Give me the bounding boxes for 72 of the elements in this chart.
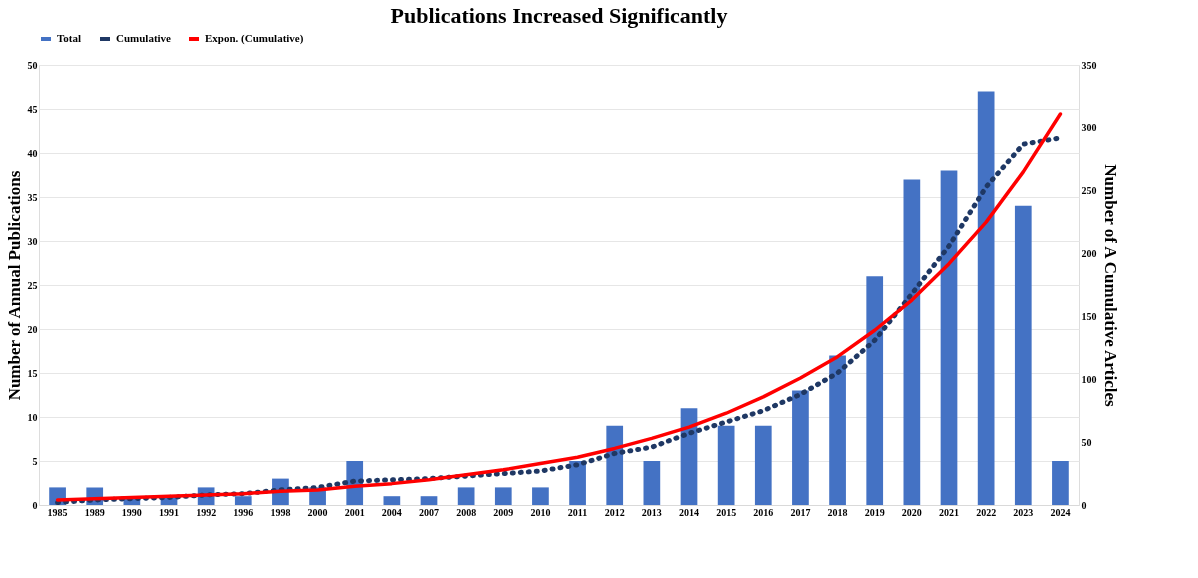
y2-tick-label: 350 (1081, 59, 1097, 71)
y-axis-title: Number of Annual Publications (4, 170, 24, 401)
x-tick-label: 1996 (233, 506, 254, 518)
y2-axis-title: Number of A Cumulative Articles (1100, 164, 1120, 408)
bar (829, 355, 846, 505)
bar (532, 487, 549, 505)
bar (940, 170, 958, 505)
y-tick-label: 30 (27, 235, 38, 247)
bar (383, 496, 401, 505)
x-tick-label: 1992 (196, 506, 217, 518)
y-tick-label: 20 (27, 323, 38, 335)
bar (457, 487, 475, 505)
y2-tick-label: 100 (1081, 373, 1097, 385)
legend-label: Expon. (Cumulative) (205, 32, 304, 45)
y-tick-label: 35 (27, 191, 38, 203)
y-tick-label: 45 (27, 103, 38, 115)
x-tick-label: 2000 (307, 506, 328, 518)
x-tick-label: 2009 (493, 506, 514, 518)
x-tick-label: 1998 (270, 506, 291, 518)
x-tick-label: 2017 (790, 506, 811, 518)
y-tick-label: 50 (27, 59, 38, 71)
y2-tick-label: 0 (1081, 499, 1087, 511)
bar (792, 390, 809, 505)
bar (494, 487, 512, 505)
x-tick-label: 2008 (456, 506, 477, 518)
bar (234, 496, 252, 505)
chart-title: Publications Increased Significantly (390, 3, 728, 28)
x-tick-label: 2021 (939, 506, 959, 518)
x-tick-label: 1989 (84, 506, 105, 518)
bar (1014, 205, 1032, 505)
y-tick-label: 10 (27, 411, 38, 423)
x-tick-label: 2022 (976, 506, 997, 518)
legend-label: Total (57, 32, 82, 44)
y2-tick-label: 200 (1081, 248, 1097, 260)
x-tick-label: 2004 (381, 506, 402, 518)
x-tick-label: 2018 (827, 506, 848, 518)
y2-tick-label: 300 (1081, 122, 1097, 134)
x-tick-label: 2023 (1013, 506, 1034, 518)
x-tick-label: 2020 (901, 506, 922, 518)
bar (977, 91, 995, 505)
bar (606, 425, 624, 505)
x-tick-label: 1985 (47, 506, 68, 518)
x-tick-label: 2001 (344, 506, 365, 518)
x-tick-label: 2013 (641, 506, 662, 518)
bar (420, 496, 438, 505)
bar (754, 425, 772, 505)
y-tick-label: 25 (27, 279, 38, 291)
bar (1052, 461, 1069, 505)
x-tick-label: 2010 (530, 506, 551, 518)
y2-tick-label: 150 (1081, 310, 1097, 322)
y2-tick-label: 50 (1081, 436, 1092, 448)
x-tick-label: 2016 (753, 506, 774, 518)
x-tick-label: 2012 (604, 506, 625, 518)
bar (903, 179, 921, 505)
x-tick-label: 1990 (121, 506, 142, 518)
y-tick-label: 15 (27, 367, 38, 379)
x-tick-label: 2007 (419, 506, 439, 518)
y-tick-label: 40 (27, 147, 38, 159)
legend-label: Cumulative (116, 32, 172, 44)
bar (866, 276, 884, 505)
x-tick-label: 2014 (679, 506, 699, 518)
x-tick-label: 2024 (1050, 506, 1071, 518)
bar (643, 461, 661, 505)
x-tick-label: 2015 (716, 506, 737, 518)
x-tick-label: 1991 (159, 506, 179, 518)
bar (717, 425, 735, 505)
y2-tick-label: 250 (1081, 185, 1097, 197)
y-tick-label: 0 (32, 499, 38, 511)
x-tick-label: 2011 (567, 506, 588, 518)
bar (569, 461, 586, 505)
y-tick-label: 5 (32, 455, 38, 467)
x-tick-label: 2019 (864, 506, 885, 518)
